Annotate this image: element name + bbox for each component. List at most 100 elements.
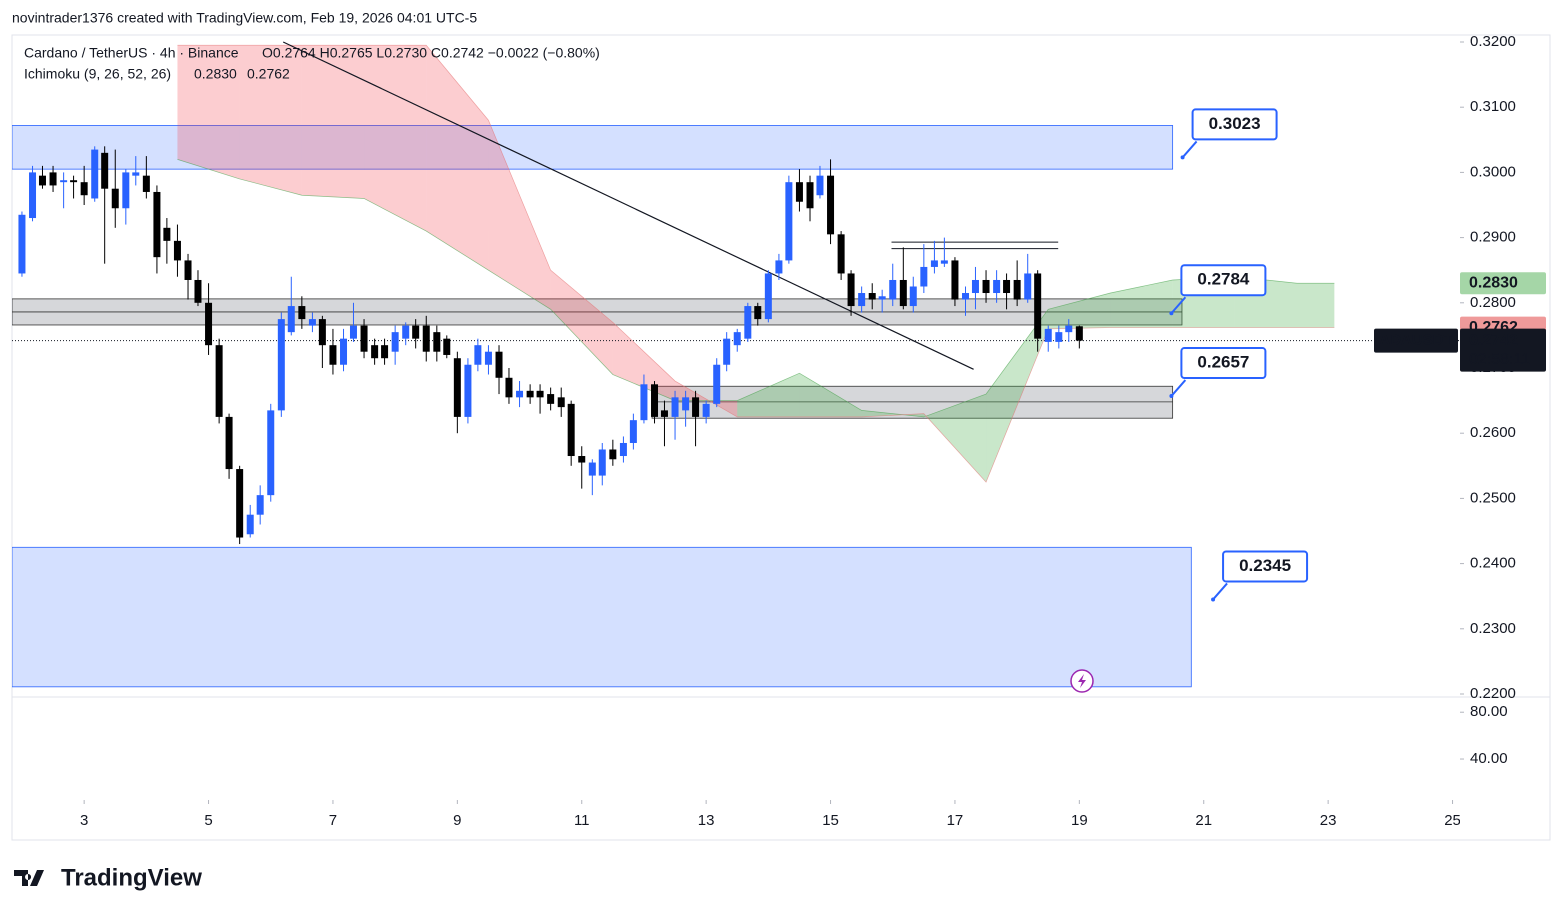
x-tick-label: 13 [698, 812, 715, 829]
callout-pointer [1181, 140, 1198, 159]
candle-body [464, 364, 472, 417]
cloud-segment [488, 120, 551, 310]
cloud-segment [1110, 279, 1173, 328]
y2-tick-label: 40.00 [1470, 750, 1508, 767]
callout-label: 0.2784 [1197, 270, 1250, 289]
candle-body [38, 175, 46, 186]
candle-body [298, 306, 306, 320]
candle-body [70, 180, 78, 183]
overlay: 0.3023 0.2784 0.2657 0.2345 0.3200 0.3100 0.30… [1169, 33, 1546, 767]
candle-body [847, 273, 855, 307]
candle-body [588, 462, 596, 476]
candle-body [91, 149, 99, 199]
cloud-segment [737, 373, 800, 417]
candle-body [629, 420, 637, 443]
cloud-segment [986, 309, 1049, 483]
candle-body [381, 345, 389, 359]
cloud-segment [1297, 283, 1335, 328]
candle-body [971, 279, 979, 294]
candle-body [651, 384, 659, 417]
candle-body [723, 338, 731, 365]
candle-body [806, 182, 814, 209]
candle-body [578, 456, 586, 463]
candle-body [433, 332, 441, 352]
cloud-segment [612, 322, 676, 401]
candle-body [329, 345, 337, 365]
candle-body [422, 325, 430, 352]
legend-lead2: 0.2762 [247, 66, 290, 82]
candle-body [858, 293, 866, 307]
cloud-segment [550, 270, 613, 375]
candle-body [80, 182, 88, 196]
candle-body [899, 279, 907, 307]
candle-body [101, 152, 109, 189]
candle-body [308, 319, 316, 326]
cloud-segment [426, 45, 489, 271]
callout-tip [1180, 155, 1185, 160]
candle-body [827, 175, 835, 235]
symbol-badge [1374, 328, 1458, 353]
y-tick-label: 0.3100 [1470, 98, 1516, 115]
candle-body [692, 397, 700, 417]
candle-body [1024, 273, 1032, 300]
candle-body [660, 410, 668, 417]
cloud-edge [177, 44, 1335, 483]
callout-box [1180, 347, 1267, 380]
symbol-badge-label: ADAUSDT [1379, 332, 1452, 349]
candle-body [1055, 332, 1063, 342]
trendline [282, 41, 974, 370]
candle-body [225, 416, 233, 470]
plot [12, 41, 1460, 688]
cloud-edge [177, 159, 1335, 418]
candle-body [889, 279, 897, 300]
legend-symbol: Cardano / TetherUS · 4h · Binance [24, 45, 239, 61]
candle-body [1013, 279, 1021, 300]
y-tick-label: 0.2500 [1470, 489, 1516, 506]
last-badge-label: 0.2742 [1469, 332, 1518, 349]
zone [12, 125, 1174, 170]
candle-body [205, 302, 213, 346]
candle-body [184, 260, 192, 280]
x-tick-label: 9 [453, 812, 461, 829]
price-badge [1460, 272, 1546, 295]
candle-body [816, 175, 824, 196]
candle-body [567, 403, 575, 457]
candle-body [640, 384, 648, 421]
x-tick-label: 21 [1195, 812, 1212, 829]
candle-body [775, 260, 783, 274]
last-badge [1460, 328, 1546, 372]
candle-body [536, 390, 544, 398]
candle-body [318, 319, 326, 346]
callout-box [1180, 264, 1267, 297]
cloud-segment [364, 45, 427, 232]
candle-body [962, 293, 970, 300]
y-tick-label: 0.2800 [1470, 294, 1516, 311]
candle-body [993, 279, 1001, 294]
candle-body [619, 442, 627, 457]
candle-body [371, 345, 379, 359]
candle-body [837, 234, 845, 274]
x-tick-label: 11 [574, 812, 590, 829]
candle-body [277, 319, 285, 411]
frame [11, 34, 1551, 841]
callout-label: 0.2345 [1239, 556, 1291, 575]
candle-body [173, 240, 181, 261]
x-tick-label: 17 [947, 812, 964, 829]
cloud-segment [923, 394, 987, 483]
legend-ohlc: O0.2764 H0.2765 L0.2730 C0.2742 −0.0022 … [262, 45, 600, 61]
candle-body [391, 332, 399, 352]
candle-body [360, 325, 368, 352]
candle-body [744, 306, 752, 339]
candle-body [754, 306, 762, 320]
legend-lead1: 0.2830 [194, 66, 237, 82]
cloud-segment [301, 45, 365, 199]
candle-body [547, 394, 555, 404]
candle-body [951, 260, 959, 300]
candle-body [246, 514, 254, 535]
y-tick-label: 0.2200 [1470, 685, 1516, 702]
callout-tip [1169, 311, 1174, 316]
x-tick-label: 5 [204, 812, 212, 829]
candle-body [1003, 279, 1011, 294]
countdown: 02:58:11 [1469, 351, 1530, 368]
